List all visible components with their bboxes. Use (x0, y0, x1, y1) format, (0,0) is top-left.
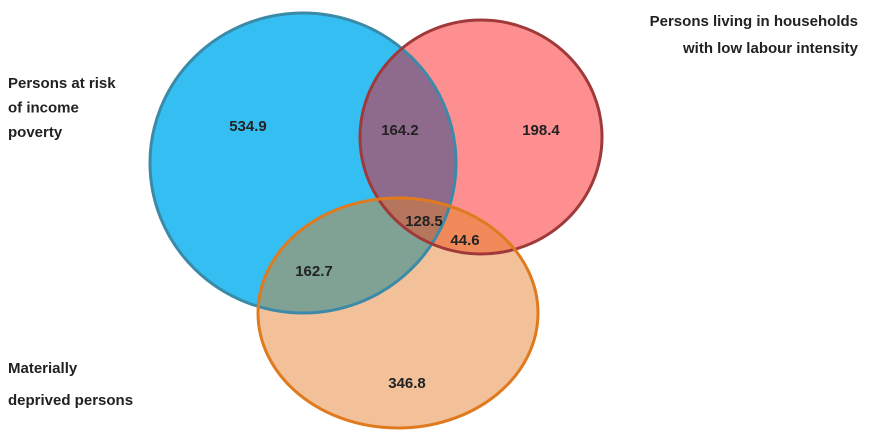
set-label: Persons at risk (8, 75, 116, 92)
set-label: with low labour intensity (682, 40, 859, 57)
region-value: 534.9 (229, 118, 267, 135)
set-fills (150, 13, 602, 428)
outline-orange (256, 196, 540, 430)
overlap-blue-red (360, 20, 456, 254)
set-label: poverty (8, 124, 63, 141)
region-value: 198.4 (522, 122, 560, 139)
region-value: 128.5 (405, 213, 443, 230)
region-value: 346.8 (388, 375, 426, 392)
set-outlines (148, 11, 604, 430)
outline-red (358, 18, 604, 256)
set-label: Materially (8, 360, 78, 377)
region-value: 164.2 (381, 122, 419, 139)
overlap-blue-orange (258, 198, 456, 313)
region-value: 44.6 (450, 232, 479, 249)
set-label: Persons living in households (650, 13, 858, 30)
outline-blue (148, 11, 458, 315)
region-value: 162.7 (295, 263, 333, 280)
set-label: deprived persons (8, 392, 133, 409)
set-label: of income (8, 99, 79, 116)
